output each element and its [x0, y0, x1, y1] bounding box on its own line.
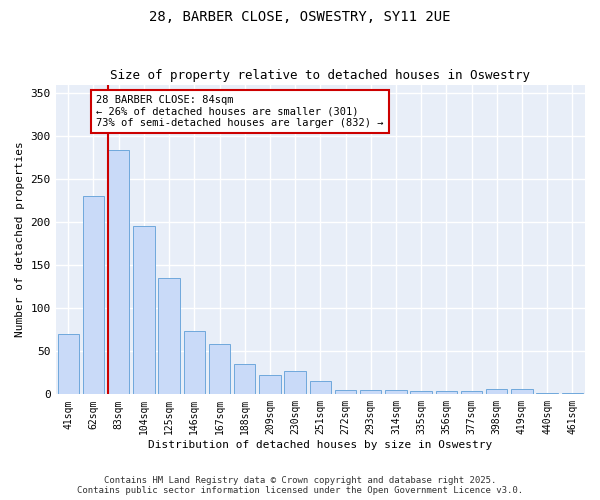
Title: Size of property relative to detached houses in Oswestry: Size of property relative to detached ho…	[110, 69, 530, 82]
Bar	[461, 391, 482, 394]
Bar	[58, 334, 79, 394]
Bar	[83, 196, 104, 394]
Bar	[562, 392, 583, 394]
Bar	[385, 390, 407, 394]
Bar	[259, 376, 281, 394]
Bar	[108, 150, 130, 394]
Text: 28, BARBER CLOSE, OSWESTRY, SY11 2UE: 28, BARBER CLOSE, OSWESTRY, SY11 2UE	[149, 10, 451, 24]
Bar	[486, 389, 508, 394]
Bar	[410, 391, 432, 394]
Bar	[184, 330, 205, 394]
Bar	[234, 364, 256, 394]
Text: Contains HM Land Registry data © Crown copyright and database right 2025.
Contai: Contains HM Land Registry data © Crown c…	[77, 476, 523, 495]
Bar	[536, 392, 558, 394]
X-axis label: Distribution of detached houses by size in Oswestry: Distribution of detached houses by size …	[148, 440, 493, 450]
Bar	[360, 390, 382, 394]
Bar	[436, 391, 457, 394]
Bar	[133, 226, 155, 394]
Bar	[209, 344, 230, 395]
Bar	[310, 382, 331, 394]
Bar	[158, 278, 180, 394]
Y-axis label: Number of detached properties: Number of detached properties	[15, 142, 25, 338]
Bar	[511, 389, 533, 394]
Text: 28 BARBER CLOSE: 84sqm
← 26% of detached houses are smaller (301)
73% of semi-de: 28 BARBER CLOSE: 84sqm ← 26% of detached…	[96, 95, 383, 128]
Bar	[335, 390, 356, 394]
Bar	[284, 371, 306, 394]
